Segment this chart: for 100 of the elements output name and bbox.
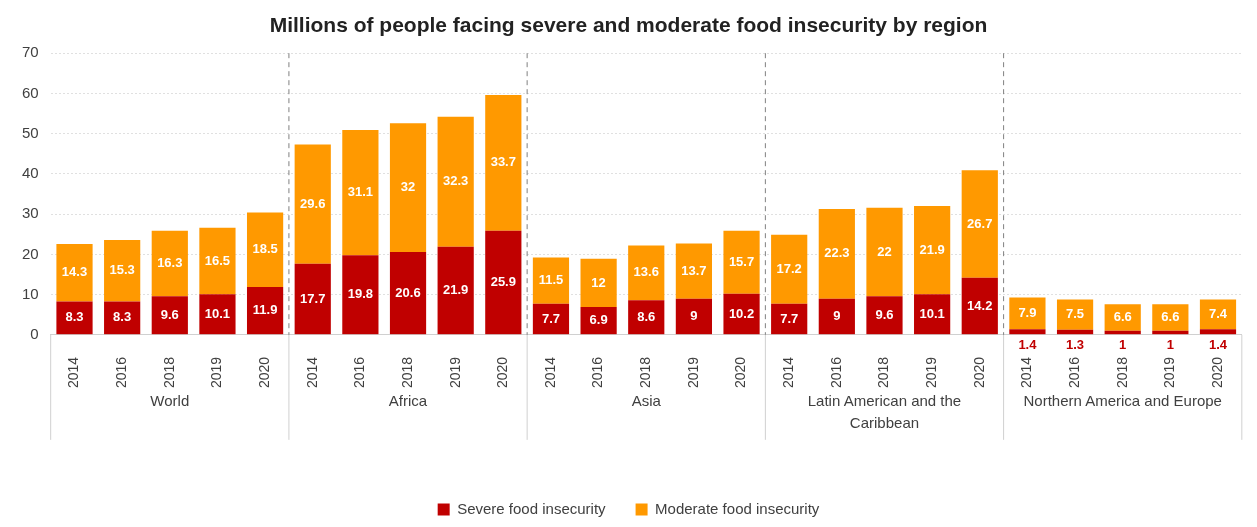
bar [532, 257, 570, 304]
data-label: 7.7 [780, 310, 799, 326]
bar [914, 206, 951, 295]
data-label: 14.2 [967, 297, 993, 313]
data-label: 33.7 [490, 154, 516, 170]
data-label: 19.8 [347, 286, 374, 302]
data-label: 31.1 [347, 184, 374, 200]
data-label: 6.6 [1161, 309, 1180, 325]
data-label: 26.7 [967, 215, 993, 231]
data-label: 1.4 [1018, 336, 1038, 352]
data-label: 32.3 [443, 173, 469, 189]
bar [866, 207, 903, 297]
bar [104, 301, 141, 335]
data-label: 16.5 [204, 252, 231, 268]
bar [1056, 299, 1094, 330]
data-label: 21.9 [919, 241, 945, 257]
x-tick-label: 2018 [160, 356, 177, 389]
y-tick-label: 70 [22, 43, 39, 61]
data-label: 9.6 [160, 306, 179, 322]
x-tick-label: 2016 [589, 356, 606, 389]
bar [199, 227, 236, 295]
data-label: 16.3 [157, 255, 183, 271]
bar [104, 239, 141, 302]
bar [485, 230, 522, 335]
bar [1199, 329, 1237, 335]
data-label: 14.3 [61, 264, 88, 280]
x-tick-label: 2014 [65, 356, 82, 389]
bar [56, 243, 93, 302]
data-label: 1.3 [1066, 336, 1085, 352]
bar [628, 300, 665, 335]
bar [675, 298, 712, 335]
x-tick-label: 2020 [732, 356, 749, 389]
bar [246, 212, 284, 287]
data-label: 8.3 [65, 309, 84, 325]
data-label: 9.6 [875, 306, 894, 322]
data-label: 15.3 [109, 262, 135, 278]
bar [580, 258, 617, 308]
data-label: 11.9 [252, 302, 278, 318]
bar [818, 298, 855, 335]
chart-title: Millions of people facing severe and moderate food insecurity by region [269, 13, 988, 37]
x-tick-label: 2014 [541, 356, 558, 389]
bar [771, 234, 808, 304]
bar [294, 263, 331, 335]
x-tick-label: 2019 [684, 356, 701, 389]
bar [389, 123, 427, 252]
x-tick-label: 2016 [827, 356, 844, 389]
data-label: 8.3 [113, 309, 132, 325]
text: World [150, 392, 190, 410]
data-label: 10.1 [204, 305, 231, 321]
data-label: 1.4 [1208, 336, 1228, 352]
data-label: 7.9 [1018, 304, 1037, 320]
y-tick-label: 10 [22, 284, 39, 302]
x-tick-label: 2018 [1113, 356, 1130, 389]
legend-label: Severe food insecurity [457, 499, 607, 517]
text: Asia [631, 392, 662, 410]
data-label: 6.6 [1113, 309, 1132, 325]
x-tick-label: 2018 [875, 356, 892, 389]
bar [771, 303, 808, 335]
bar [389, 251, 427, 335]
data-label: 12 [591, 274, 606, 290]
text: Africa [388, 392, 428, 410]
bar [1152, 304, 1189, 331]
data-label: 22 [877, 243, 892, 259]
data-label: 7.5 [1066, 306, 1085, 322]
data-label: 15.7 [728, 253, 755, 269]
data-label: 29.6 [300, 195, 326, 211]
bar [151, 230, 188, 297]
data-label: 10.2 [728, 305, 755, 321]
data-label: 9 [833, 308, 841, 324]
bar [1009, 329, 1046, 335]
x-tick-label: 2020 [494, 356, 511, 389]
bar [818, 208, 855, 299]
x-tick-label: 2019 [1161, 356, 1178, 389]
data-label: 17.2 [776, 260, 802, 276]
bar [485, 95, 522, 231]
bar [1104, 304, 1141, 331]
data-label: 1 [1166, 336, 1174, 352]
x-tick-label: 2014 [1018, 356, 1035, 389]
x-tick-label: 2018 [637, 356, 654, 389]
y-tick-label: 0 [30, 325, 39, 342]
bar [151, 296, 188, 335]
data-label: 13.6 [633, 264, 659, 280]
bar [628, 245, 665, 301]
data-label: 7.7 [541, 310, 560, 326]
data-label: 32 [400, 179, 416, 195]
x-tick-label: 2019 [922, 356, 939, 389]
legend-label: Moderate food insecurity [655, 499, 820, 517]
y-tick-label: 30 [22, 204, 39, 222]
data-label: 7.4 [1208, 305, 1228, 321]
x-tick-label: 2016 [1065, 356, 1082, 389]
y-tick-label: 40 [22, 164, 39, 182]
bar [675, 243, 712, 299]
data-label: 10.1 [919, 305, 945, 321]
x-tick-label: 2014 [780, 356, 797, 389]
data-label: 21.9 [443, 282, 469, 298]
bar [56, 301, 93, 335]
x-tick-label: 2016 [113, 356, 130, 389]
bar [246, 286, 284, 335]
data-label: 20.6 [395, 284, 421, 300]
y-tick-label: 20 [22, 244, 39, 262]
